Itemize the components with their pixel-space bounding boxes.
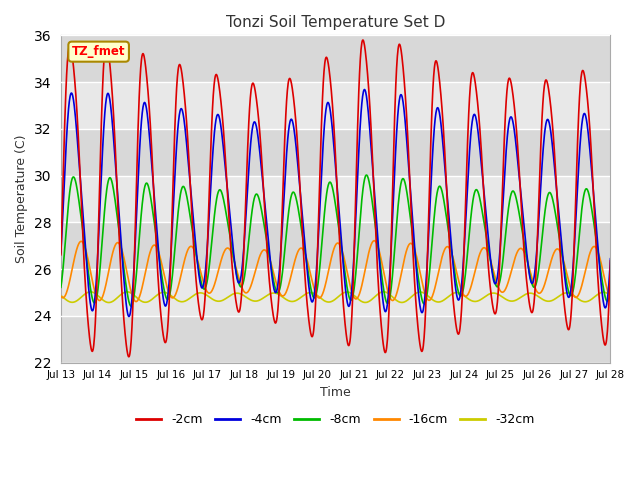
-32cm [57, 292, 65, 298]
X-axis label: Time: Time [320, 386, 351, 399]
-16cm [132, 299, 140, 304]
Line: -16cm: -16cm [61, 240, 611, 301]
-2cm [542, 77, 550, 83]
-8cm [542, 202, 550, 208]
-2cm [607, 258, 614, 264]
Y-axis label: Soil Temperature (C): Soil Temperature (C) [15, 135, 28, 263]
-16cm [180, 262, 188, 267]
-8cm [57, 285, 65, 290]
-16cm [493, 282, 501, 288]
-2cm [493, 300, 501, 305]
-4cm [493, 274, 501, 280]
Bar [61, 316, 611, 362]
-16cm [370, 238, 378, 243]
-32cm [180, 299, 188, 304]
-2cm [166, 275, 174, 281]
Bar [61, 176, 611, 222]
-32cm [105, 300, 113, 305]
Bar [61, 82, 611, 129]
-4cm [125, 313, 132, 319]
-8cm [422, 299, 429, 304]
-16cm [166, 293, 174, 299]
Bar [61, 222, 611, 269]
-16cm [57, 293, 65, 299]
Line: -32cm: -32cm [61, 292, 611, 302]
-8cm [493, 284, 501, 290]
Title: Tonzi Soil Temperature Set D: Tonzi Soil Temperature Set D [226, 15, 445, 30]
-16cm [542, 277, 550, 283]
-16cm [607, 295, 614, 301]
-32cm [542, 298, 550, 304]
-32cm [493, 291, 501, 297]
-8cm [607, 288, 614, 294]
Line: -8cm: -8cm [61, 175, 611, 306]
-2cm [359, 37, 367, 43]
-16cm [241, 289, 249, 295]
-2cm [57, 252, 65, 258]
Legend: -2cm, -4cm, -8cm, -16cm, -32cm: -2cm, -4cm, -8cm, -16cm, -32cm [131, 408, 540, 431]
Bar [61, 129, 611, 176]
-32cm [380, 289, 387, 295]
-4cm [607, 256, 614, 262]
Line: -4cm: -4cm [61, 90, 611, 316]
-2cm [125, 354, 132, 360]
-32cm [166, 292, 174, 298]
-4cm [57, 250, 65, 255]
-8cm [241, 271, 249, 276]
Bar [61, 36, 611, 82]
Line: -2cm: -2cm [61, 40, 611, 357]
-32cm [422, 291, 429, 297]
-4cm [422, 286, 429, 291]
-2cm [422, 307, 429, 313]
-4cm [180, 113, 188, 119]
-16cm [422, 293, 429, 299]
-32cm [607, 292, 614, 298]
-4cm [241, 228, 249, 234]
-8cm [180, 184, 188, 190]
-8cm [363, 172, 371, 178]
-8cm [166, 290, 174, 296]
-32cm [241, 293, 249, 299]
Text: TZ_fmet: TZ_fmet [72, 45, 125, 58]
-2cm [180, 84, 188, 89]
-4cm [542, 121, 550, 127]
-8cm [127, 303, 135, 309]
-4cm [361, 87, 369, 93]
Bar [61, 269, 611, 316]
-4cm [166, 265, 174, 271]
-2cm [241, 218, 249, 224]
